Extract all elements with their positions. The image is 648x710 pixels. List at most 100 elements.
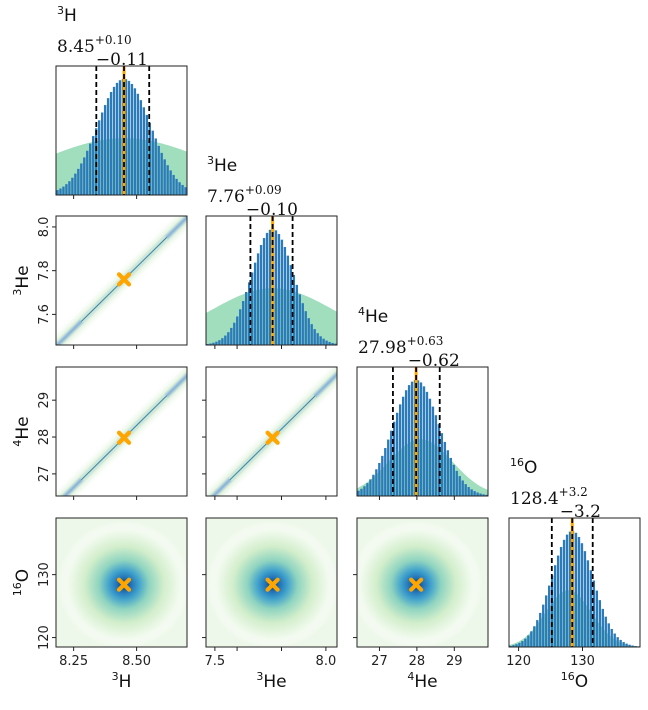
posterior-bar bbox=[515, 644, 518, 647]
posterior-bar bbox=[524, 638, 527, 647]
posterior-bar bbox=[151, 130, 154, 195]
panel-frame bbox=[205, 215, 338, 346]
posterior-bar bbox=[452, 464, 455, 496]
param-value: 8.45+0.10 bbox=[57, 33, 132, 57]
posterior-bar bbox=[274, 230, 278, 345]
truth-marker bbox=[409, 577, 424, 592]
param-name: 3H bbox=[57, 4, 77, 26]
posterior-bar bbox=[610, 628, 613, 647]
posterior-bar bbox=[262, 238, 266, 345]
posterior-bar bbox=[145, 114, 148, 195]
posterior-bar bbox=[628, 644, 631, 647]
posterior-bar bbox=[375, 469, 378, 496]
posterior-bar bbox=[548, 585, 551, 647]
panel-frame bbox=[55, 517, 188, 648]
truth-cross-stroke bbox=[409, 577, 424, 592]
posterior-bar bbox=[419, 382, 423, 496]
posterior-bar bbox=[446, 450, 449, 496]
prior-density bbox=[509, 590, 640, 647]
element-symbol: He bbox=[414, 672, 437, 692]
element-symbol: H bbox=[119, 672, 132, 692]
posterior-bar bbox=[470, 489, 473, 496]
posterior-bar bbox=[416, 380, 420, 496]
element-symbol: He bbox=[365, 307, 388, 327]
posterior-bar bbox=[619, 639, 622, 647]
minus-error: −0.10 bbox=[246, 200, 298, 220]
posterior-bar bbox=[239, 309, 242, 345]
posterior-bar bbox=[172, 174, 175, 195]
posterior-bar bbox=[68, 181, 71, 195]
panel-frame bbox=[205, 517, 338, 648]
x-axis-label-O16: 16O bbox=[561, 670, 588, 692]
posterior-bar bbox=[212, 342, 215, 345]
posterior-bar bbox=[215, 341, 218, 345]
posterior-bar bbox=[401, 396, 405, 496]
posterior-bar bbox=[103, 105, 107, 195]
element-symbol: O bbox=[13, 569, 33, 582]
y-axis-label-O16: 16O bbox=[11, 569, 33, 596]
posterior-bar bbox=[387, 439, 390, 496]
panel-frame bbox=[55, 65, 188, 196]
posterior-bar bbox=[319, 336, 322, 345]
iso-superscript: 3 bbox=[207, 154, 214, 167]
posterior-bar bbox=[236, 316, 239, 345]
posterior-bar bbox=[280, 239, 284, 345]
posterior-bar bbox=[360, 488, 363, 496]
posterior-bar bbox=[184, 187, 187, 195]
element-symbol: He bbox=[13, 265, 33, 288]
posterior-bar bbox=[369, 479, 372, 496]
best-value: 7.76 bbox=[207, 187, 245, 207]
iso-superscript: 4 bbox=[407, 670, 414, 683]
posterior-bar bbox=[301, 303, 304, 345]
x-axis-label-He3: 3He bbox=[256, 670, 286, 692]
posterior-bar bbox=[357, 490, 360, 496]
panel-frame bbox=[356, 517, 489, 648]
x-axis-label-He4: 4He bbox=[407, 670, 437, 692]
panel-frame bbox=[55, 366, 188, 497]
posterior-bar bbox=[286, 255, 290, 345]
x-tick-label: 8.0 bbox=[316, 654, 337, 669]
posterior-bar bbox=[366, 483, 369, 496]
truth-cross-stroke bbox=[265, 577, 280, 592]
posterior-bar bbox=[607, 623, 610, 647]
posterior-bar bbox=[83, 157, 86, 195]
posterior-bar bbox=[224, 335, 227, 345]
posterior-bar bbox=[604, 616, 607, 647]
posterior-bar bbox=[277, 234, 281, 345]
posterior-bar bbox=[307, 318, 310, 345]
panel-He3-vs-H3: 7.6 7.8 8.0 3He bbox=[11, 215, 188, 349]
param-name: 16O bbox=[510, 456, 537, 478]
posterior-bar bbox=[407, 385, 411, 496]
posterior-bar bbox=[545, 595, 548, 647]
posterior-bar bbox=[62, 186, 65, 195]
posterior-bar bbox=[518, 642, 521, 647]
posterior-bar bbox=[59, 188, 62, 195]
posterior-bar bbox=[613, 633, 616, 647]
panel-O16-vs-He4: 27 28 29 4He bbox=[353, 517, 489, 692]
posterior-bar bbox=[512, 645, 515, 647]
posterior-bar bbox=[616, 637, 619, 647]
element-symbol: He bbox=[214, 156, 237, 176]
posterior-bar bbox=[89, 143, 92, 195]
x-tick-label: 130 bbox=[570, 654, 595, 669]
posterior-bar bbox=[127, 80, 131, 195]
posterior-bar bbox=[86, 150, 89, 195]
posterior-bar bbox=[536, 620, 539, 647]
truth-cross-stroke bbox=[116, 577, 132, 592]
posterior-bar bbox=[577, 536, 581, 647]
posterior-bar bbox=[230, 327, 233, 345]
posterior-bar bbox=[115, 82, 119, 195]
x-tick-label: 7.5 bbox=[205, 654, 226, 669]
posterior-bar bbox=[283, 247, 287, 345]
posterior-bar bbox=[598, 600, 601, 647]
y-tick-label: 28 bbox=[37, 429, 52, 446]
plus-error: +0.63 bbox=[407, 334, 444, 348]
truth-marker bbox=[116, 272, 132, 287]
panel-frame bbox=[205, 366, 338, 497]
posterior-bar bbox=[509, 645, 512, 647]
x-tick-label: 8.50 bbox=[122, 654, 151, 669]
posterior-bar bbox=[181, 184, 184, 195]
